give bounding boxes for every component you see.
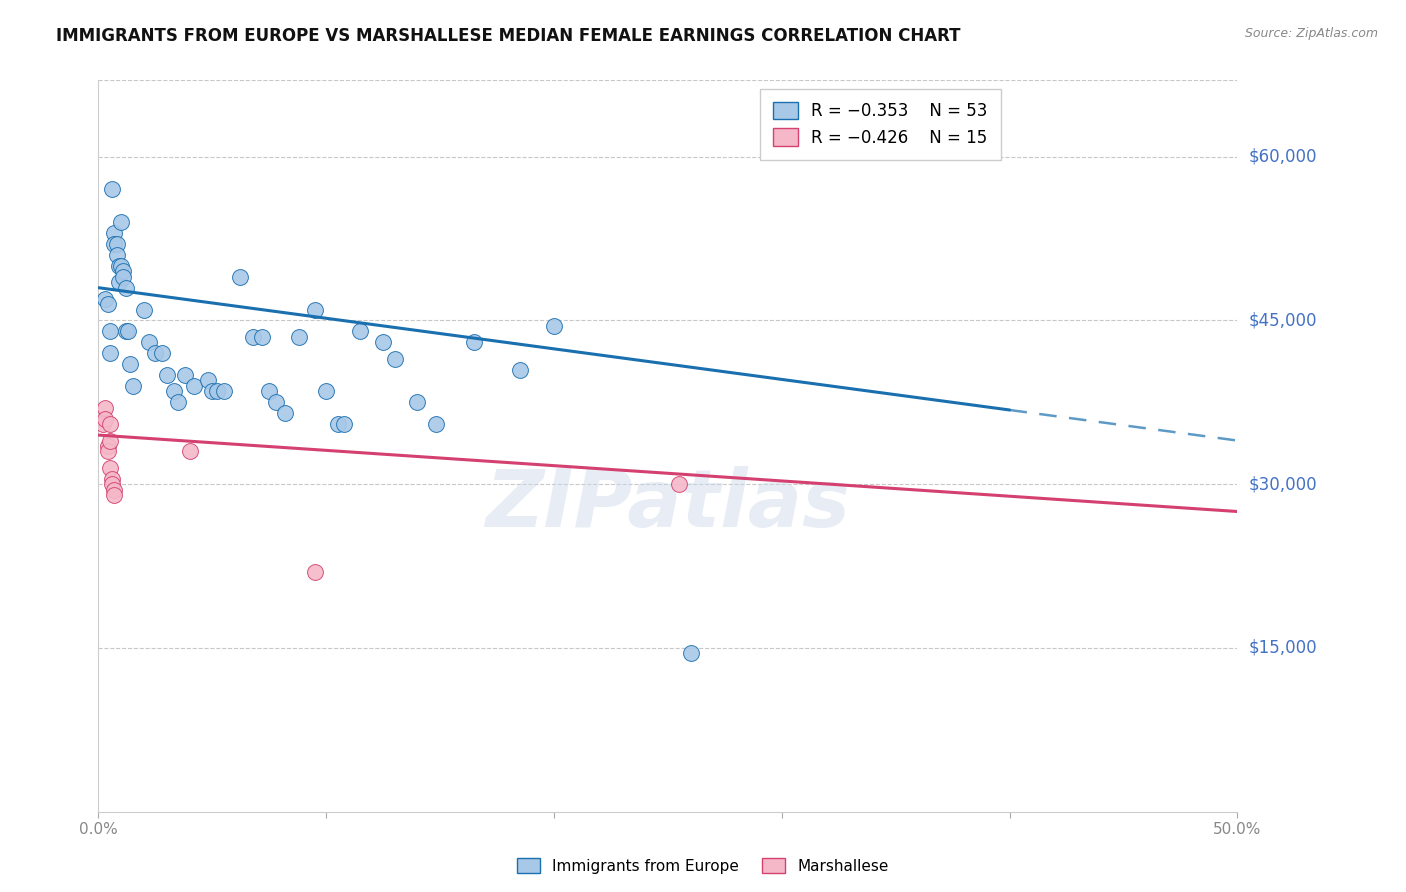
- Point: [96, 444, 118, 458]
- Point: [98, 417, 121, 432]
- Text: Source: ZipAtlas.com: Source: ZipAtlas.com: [1244, 27, 1378, 40]
- Point: [150, 346, 173, 360]
- Point: [406, 395, 429, 409]
- Point: [162, 384, 184, 399]
- Point: [98, 434, 121, 448]
- Point: [252, 330, 274, 344]
- Legend: Immigrants from Europe, Marshallese: Immigrants from Europe, Marshallese: [512, 852, 894, 880]
- Point: [94, 292, 117, 306]
- Point: [98, 460, 121, 475]
- Point: [288, 330, 311, 344]
- Point: [103, 226, 125, 240]
- Point: [94, 401, 117, 415]
- Point: [167, 395, 190, 409]
- Point: [264, 395, 287, 409]
- Point: [205, 384, 228, 399]
- Point: [384, 351, 406, 366]
- Point: [105, 237, 128, 252]
- Text: $15,000: $15,000: [1249, 639, 1317, 657]
- Point: [112, 269, 135, 284]
- Point: [679, 647, 702, 661]
- Text: $60,000: $60,000: [1249, 148, 1317, 166]
- Point: [304, 302, 326, 317]
- Point: [117, 324, 139, 338]
- Point: [259, 384, 281, 399]
- Point: [121, 379, 143, 393]
- Point: [101, 477, 124, 491]
- Point: [179, 444, 201, 458]
- Point: [101, 182, 124, 196]
- Point: [96, 439, 118, 453]
- Point: [274, 406, 297, 420]
- Legend: R = −0.353    N = 53, R = −0.426    N = 15: R = −0.353 N = 53, R = −0.426 N = 15: [759, 88, 1001, 160]
- Point: [349, 324, 371, 338]
- Point: [108, 275, 131, 289]
- Point: [94, 411, 117, 425]
- Text: ZIPatlas: ZIPatlas: [485, 466, 851, 543]
- Point: [543, 318, 565, 333]
- Point: [174, 368, 197, 382]
- Point: [114, 324, 136, 338]
- Point: [242, 330, 264, 344]
- Text: $45,000: $45,000: [1249, 311, 1317, 329]
- Point: [371, 335, 394, 350]
- Point: [114, 281, 136, 295]
- Text: IMMIGRANTS FROM EUROPE VS MARSHALLESE MEDIAN FEMALE EARNINGS CORRELATION CHART: IMMIGRANTS FROM EUROPE VS MARSHALLESE ME…: [56, 27, 960, 45]
- Point: [463, 335, 485, 350]
- Point: [183, 379, 205, 393]
- Point: [509, 362, 531, 376]
- Point: [91, 417, 114, 432]
- Point: [132, 302, 155, 317]
- Point: [333, 417, 356, 432]
- Point: [105, 248, 128, 262]
- Point: [120, 357, 142, 371]
- Point: [145, 346, 167, 360]
- Point: [201, 384, 224, 399]
- Point: [103, 237, 125, 252]
- Point: [156, 368, 179, 382]
- Point: [112, 264, 135, 278]
- Point: [425, 417, 447, 432]
- Point: [315, 384, 337, 399]
- Point: [110, 259, 132, 273]
- Point: [326, 417, 349, 432]
- Point: [197, 374, 219, 388]
- Point: [304, 565, 326, 579]
- Point: [96, 297, 118, 311]
- Point: [228, 269, 250, 284]
- Point: [103, 488, 125, 502]
- Point: [212, 384, 235, 399]
- Point: [98, 346, 121, 360]
- Point: [110, 215, 132, 229]
- Point: [98, 324, 121, 338]
- Point: [138, 335, 160, 350]
- Point: [101, 472, 124, 486]
- Point: [668, 477, 690, 491]
- Point: [103, 483, 125, 497]
- Point: [108, 259, 131, 273]
- Text: $30,000: $30,000: [1249, 475, 1317, 493]
